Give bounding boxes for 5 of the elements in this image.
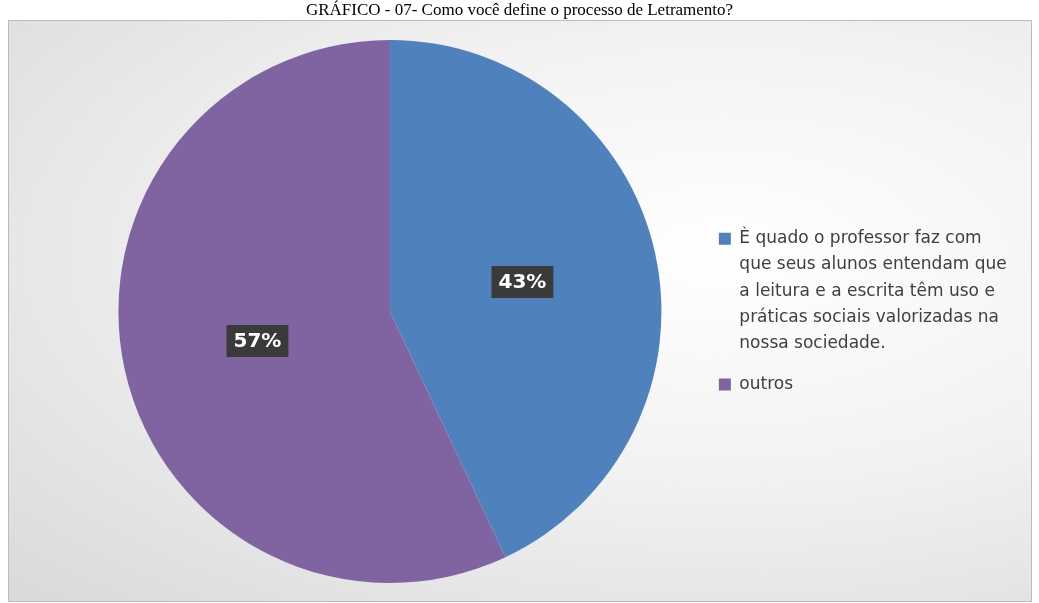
- data-label: 57%: [233, 328, 282, 353]
- chart-title: GRÁFICO - 07- Como você define o processo de Letramento?: [0, 0, 1039, 20]
- legend-label: outros: [739, 372, 794, 393]
- legend-label: È quado o professor faz com que seus alunos entendam que a leitura e a escrita têm uso e práticas sociais valorizadas na nossa sociedade.: [739, 226, 1007, 353]
- data-label: 43%: [498, 269, 547, 294]
